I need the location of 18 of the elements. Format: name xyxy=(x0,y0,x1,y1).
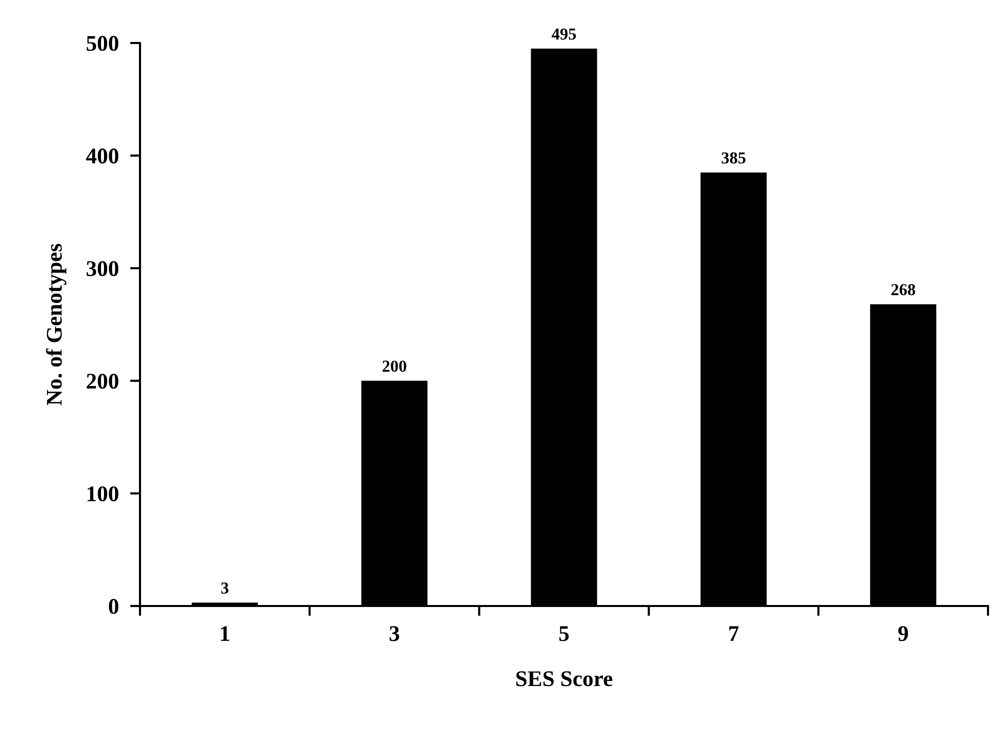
x-tick-label: 3 xyxy=(390,626,400,642)
x-tick-label: 9 xyxy=(898,626,908,642)
data-label: 268 xyxy=(891,284,916,296)
y-tick-label: 0 xyxy=(108,598,118,614)
data-label: 385 xyxy=(722,152,746,164)
y-tick-label: 200 xyxy=(86,374,118,389)
x-axis-title: SES Score xyxy=(516,671,612,686)
x-tick-label: 5 xyxy=(559,626,569,642)
y-tick-label: 400 xyxy=(86,148,118,164)
data-label: 3 xyxy=(221,582,228,594)
y-tick-label: 500 xyxy=(86,36,118,51)
y-axis-title: No. of Genotypes xyxy=(46,244,66,406)
data-label: 200 xyxy=(382,360,406,372)
y-tick-label: 300 xyxy=(86,261,118,276)
x-tick-label: 7 xyxy=(729,626,739,641)
x-tick-label: 1 xyxy=(221,626,230,641)
data-label: 495 xyxy=(552,28,576,40)
y-tick-label: 100 xyxy=(88,486,118,502)
